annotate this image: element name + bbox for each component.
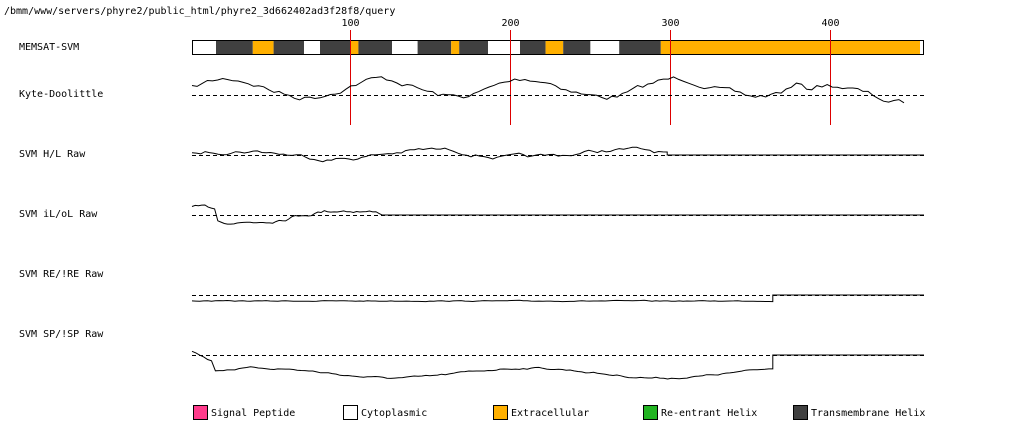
topology-segment [545,40,564,55]
legend: Signal Peptide Cytoplasmic Extracellular Re… [193,405,925,420]
topology-segment [273,40,304,55]
legend-swatch [193,405,208,420]
topology-segment [619,40,661,55]
kyte-doolittle-trace [191,76,905,104]
legend-swatch [793,405,808,420]
track-label: SVM H/L Raw [19,149,86,160]
track-label: MEMSAT-SVM [19,42,79,53]
topology-segment [488,40,520,55]
track-layer: MEMSAT-SVM Kyte-Doolittle SVM H/L Raw SVM i… [19,18,924,380]
legend-label: Re-entrant Helix [661,408,757,419]
legend-swatch [643,405,658,420]
legend-swatch [493,405,508,420]
topology-segment [590,40,620,55]
topology-segment [252,40,274,55]
tick-label: 200 [501,18,519,29]
topology-segment [192,40,216,55]
topology-segment [358,40,392,55]
topology-segment [392,40,418,55]
svm-ilol-trace [191,204,924,225]
track-label: SVM SP/!SP Raw [19,329,104,340]
track-label: Kyte-Doolittle [19,89,103,100]
svm-rere-trace [191,294,924,303]
topology-segment [660,40,920,55]
topology-segment [520,40,546,55]
topology-segment [459,40,488,55]
legend-label: Signal Peptide [211,408,295,419]
topology-segment [563,40,591,55]
legend-label: Transmembrane Helix [811,408,925,419]
tick-label: 300 [661,18,679,29]
svm-spsp-trace [191,350,924,380]
tick-label: 100 [341,18,359,29]
legend-label: Extracellular [511,408,589,419]
track-label: SVM iL/oL Raw [19,209,98,220]
topology-segment [216,40,253,55]
header-path: /bmm/www/servers/phyre2/public_html/phyr… [4,6,395,17]
svm-hl-trace [191,146,924,163]
topology-segment [320,40,351,55]
topology-segment [451,40,460,55]
topology-segment [304,40,320,55]
legend-label: Cytoplasmic [361,408,427,419]
topology-segment [350,40,359,55]
track-label: SVM RE/!RE Raw [19,269,104,280]
topology-segment [417,40,452,55]
topology-bar-outline [192,40,924,55]
tick-label: 400 [821,18,839,29]
legend-swatch [343,405,358,420]
